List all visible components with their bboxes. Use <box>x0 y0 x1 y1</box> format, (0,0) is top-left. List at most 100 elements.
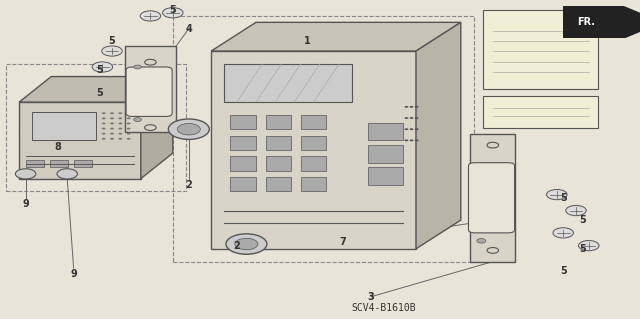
Circle shape <box>127 112 131 114</box>
Circle shape <box>235 238 258 250</box>
Text: 4: 4 <box>186 24 192 34</box>
Circle shape <box>118 128 122 130</box>
Circle shape <box>127 128 131 130</box>
Polygon shape <box>230 156 256 171</box>
Polygon shape <box>368 145 403 163</box>
Polygon shape <box>483 10 598 89</box>
Circle shape <box>57 169 77 179</box>
Polygon shape <box>416 22 461 249</box>
Text: SCV4-B1610B: SCV4-B1610B <box>352 303 416 313</box>
Polygon shape <box>301 115 326 129</box>
Circle shape <box>127 117 131 119</box>
Text: 5: 5 <box>560 193 566 203</box>
Text: 2: 2 <box>186 180 192 190</box>
Text: 5: 5 <box>579 215 586 225</box>
Polygon shape <box>483 96 598 128</box>
Circle shape <box>118 112 122 114</box>
Polygon shape <box>211 51 416 249</box>
Circle shape <box>118 117 122 119</box>
Circle shape <box>404 128 408 130</box>
Circle shape <box>168 119 209 139</box>
Polygon shape <box>230 115 256 129</box>
Text: 5: 5 <box>96 65 102 75</box>
Text: 1: 1 <box>304 36 310 47</box>
Polygon shape <box>211 22 461 51</box>
Polygon shape <box>301 177 326 191</box>
Text: 9: 9 <box>22 199 29 209</box>
Circle shape <box>102 138 106 140</box>
FancyBboxPatch shape <box>468 163 515 233</box>
Polygon shape <box>50 160 68 167</box>
Polygon shape <box>470 134 515 262</box>
Circle shape <box>553 228 573 238</box>
Circle shape <box>102 133 106 135</box>
Circle shape <box>102 128 106 130</box>
Circle shape <box>415 117 419 119</box>
Circle shape <box>404 106 408 108</box>
Circle shape <box>110 128 114 130</box>
Circle shape <box>118 138 122 140</box>
Text: 5: 5 <box>579 244 586 254</box>
Circle shape <box>415 106 419 108</box>
Text: 5: 5 <box>96 87 102 98</box>
Circle shape <box>118 133 122 135</box>
Polygon shape <box>368 167 403 185</box>
Circle shape <box>127 133 131 135</box>
Polygon shape <box>125 46 176 132</box>
Circle shape <box>15 169 36 179</box>
FancyBboxPatch shape <box>126 67 172 116</box>
Circle shape <box>127 122 131 124</box>
Text: 9: 9 <box>70 269 77 279</box>
Polygon shape <box>74 160 92 167</box>
Circle shape <box>579 241 599 251</box>
Polygon shape <box>19 102 141 179</box>
Circle shape <box>177 123 200 135</box>
Polygon shape <box>266 136 291 150</box>
Text: 2: 2 <box>234 241 240 251</box>
Text: 5: 5 <box>560 266 566 276</box>
Circle shape <box>547 189 567 200</box>
Circle shape <box>127 138 131 140</box>
Circle shape <box>134 118 141 122</box>
Bar <box>6 64 186 191</box>
Circle shape <box>102 117 106 119</box>
Circle shape <box>410 117 413 119</box>
Circle shape <box>163 8 183 18</box>
Polygon shape <box>141 77 173 179</box>
Polygon shape <box>230 136 256 150</box>
Polygon shape <box>224 64 352 102</box>
Circle shape <box>415 128 419 130</box>
Circle shape <box>102 112 106 114</box>
Text: 5: 5 <box>109 36 115 47</box>
Circle shape <box>404 117 408 119</box>
Text: 8: 8 <box>54 142 61 152</box>
Circle shape <box>110 133 114 135</box>
Circle shape <box>140 11 161 21</box>
Circle shape <box>410 139 413 141</box>
Polygon shape <box>301 156 326 171</box>
Circle shape <box>110 122 114 124</box>
Circle shape <box>134 65 141 69</box>
Circle shape <box>92 62 113 72</box>
Polygon shape <box>266 156 291 171</box>
Text: 5: 5 <box>170 4 176 15</box>
Polygon shape <box>19 77 173 102</box>
Polygon shape <box>230 177 256 191</box>
Circle shape <box>118 122 122 124</box>
Circle shape <box>110 138 114 140</box>
Polygon shape <box>573 10 598 22</box>
Text: 7: 7 <box>339 237 346 248</box>
Circle shape <box>110 112 114 114</box>
Circle shape <box>110 117 114 119</box>
Circle shape <box>477 239 486 243</box>
Bar <box>173 16 474 262</box>
Polygon shape <box>266 115 291 129</box>
Circle shape <box>566 205 586 216</box>
Circle shape <box>410 128 413 130</box>
Circle shape <box>226 234 267 254</box>
Polygon shape <box>368 123 403 140</box>
Circle shape <box>415 139 419 141</box>
Circle shape <box>410 106 413 108</box>
Circle shape <box>102 46 122 56</box>
Circle shape <box>404 139 408 141</box>
